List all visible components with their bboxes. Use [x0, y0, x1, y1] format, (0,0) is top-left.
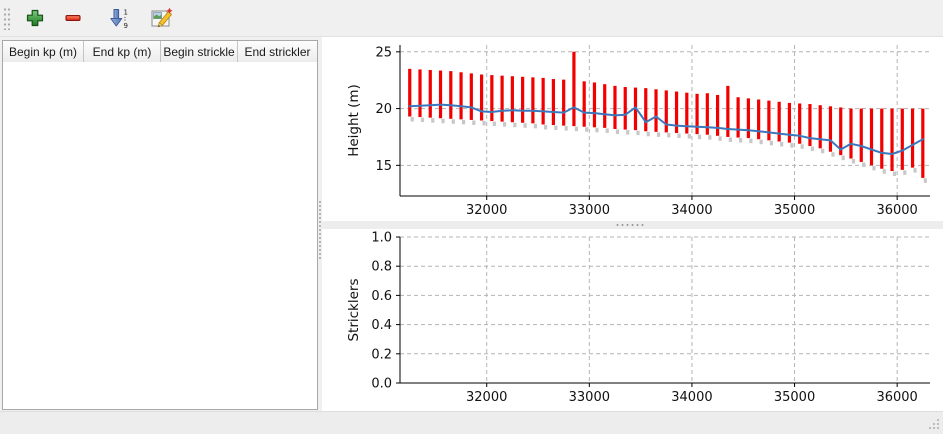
svg-text:32000: 32000: [466, 390, 507, 405]
remove-row-button[interactable]: [57, 3, 89, 33]
svg-text:36000: 36000: [876, 203, 917, 218]
y-axis-label: Height (m): [346, 84, 362, 157]
svg-text:0.8: 0.8: [371, 260, 392, 275]
svg-text:32000: 32000: [466, 203, 507, 218]
svg-text:36000: 36000: [876, 390, 917, 405]
strickler-table: Begin kp (m) End kp (m) Begin strickle E…: [2, 40, 318, 410]
svg-text:34000: 34000: [671, 203, 712, 218]
chart-splitter-handle[interactable]: [322, 221, 943, 229]
svg-text:0.4: 0.4: [371, 318, 392, 333]
svg-text:15: 15: [375, 159, 392, 174]
charts-panel: 15 20 25 32000 33000 34000 35000 36000 Height (m…: [322, 37, 943, 412]
y-axis-label: Stricklers: [346, 278, 362, 341]
add-row-button[interactable]: [19, 3, 51, 33]
svg-text:1.0: 1.0: [371, 231, 392, 246]
column-header-begin-strickler[interactable]: Begin strickle: [161, 41, 238, 62]
sort-badge-9: 9: [124, 22, 128, 29]
toolbar: 1 9: [0, 0, 943, 37]
sort-rows-button[interactable]: 1 9: [103, 3, 135, 33]
resize-grip[interactable]: [926, 418, 940, 432]
table-body[interactable]: [3, 62, 317, 409]
svg-text:33000: 33000: [569, 203, 610, 218]
minus-icon: [65, 15, 81, 21]
sort-badge-1: 1: [124, 9, 128, 17]
column-header-end-kp[interactable]: End kp (m): [84, 41, 161, 62]
svg-text:0.2: 0.2: [371, 347, 392, 362]
svg-text:20: 20: [375, 102, 392, 117]
panel-splitter-handle[interactable]: [318, 40, 322, 410]
svg-text:33000: 33000: [569, 390, 610, 405]
table-header-row: Begin kp (m) End kp (m) Begin strickle E…: [3, 41, 317, 63]
splitter-grip-dots: [319, 200, 321, 260]
toolbar-drag-handle[interactable]: [3, 6, 10, 30]
chart-splitter-grip-dots: [615, 223, 645, 227]
edit-button[interactable]: [145, 3, 177, 33]
column-header-begin-kp[interactable]: Begin kp (m): [3, 41, 84, 62]
stricklers-chart: 0.0 0.2 0.4 0.6 0.8 1.0 32000 33000 34000 35000 36…: [346, 231, 930, 405]
plus-icon: [26, 9, 44, 27]
status-bar: [0, 411, 943, 434]
svg-text:35000: 35000: [774, 203, 815, 218]
svg-text:34000: 34000: [671, 390, 712, 405]
column-header-end-strickler[interactable]: End strickler: [244, 44, 311, 59]
svg-text:0.0: 0.0: [371, 377, 392, 392]
edit-icon: [151, 7, 173, 28]
svg-text:0.6: 0.6: [371, 289, 392, 304]
height-profile-chart: 15 20 25 32000 33000 34000 35000 36000 Height (m…: [346, 45, 930, 218]
sort-numeric-ascending-icon: 1 9: [110, 9, 128, 29]
svg-text:25: 25: [375, 45, 392, 60]
svg-text:35000: 35000: [774, 390, 815, 405]
